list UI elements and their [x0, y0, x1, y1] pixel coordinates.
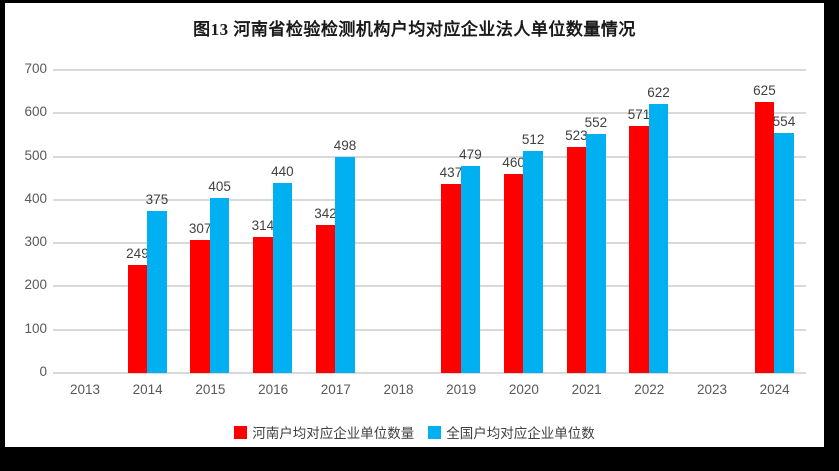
y-axis-tick-label: 200 — [24, 277, 47, 293]
grid-line — [53, 198, 806, 201]
x-axis-tick-label: 2024 — [759, 382, 790, 397]
bar-henan — [566, 146, 587, 373]
bar-value-label: 625 — [753, 83, 776, 99]
x-axis-tick-label: 2018 — [383, 382, 414, 397]
bar-national — [774, 133, 794, 373]
grid-line — [53, 372, 806, 374]
plot-area: 0 100 200 300 400 500 600 700 2013 2014 2015 2016 20… — [5, 3, 824, 447]
bar-value-label: 437 — [439, 164, 463, 180]
grid-line — [53, 242, 806, 245]
x-axis-tick-label: 2020 — [508, 382, 539, 397]
grid-line — [53, 112, 806, 115]
y-axis-tick-label: 100 — [24, 320, 47, 336]
legend-swatch-red-icon — [234, 425, 248, 439]
bar-value-label: 405 — [208, 178, 231, 194]
bar-value-label: 307 — [188, 221, 212, 237]
y-axis-tick-label: 300 — [24, 234, 47, 250]
grid-line — [53, 285, 806, 288]
bar-national — [523, 151, 543, 373]
x-axis-tick-label: 2021 — [571, 382, 602, 397]
bar-national — [586, 134, 606, 373]
chart-panel: 图13 河南省检验检测机构户均对应企业法人单位数量情况 0 100 200 300 40… — [5, 3, 824, 447]
x-axis-tick-label: 2013 — [69, 382, 101, 397]
x-axis-tick-label: 2017 — [320, 382, 351, 397]
bar-value-label: 622 — [647, 84, 670, 100]
y-axis-tick-label: 0 — [39, 364, 47, 379]
x-axis-tick-label: 2014 — [132, 382, 163, 397]
y-axis-tick-label: 400 — [24, 190, 47, 206]
bar-value-label: 552 — [584, 115, 608, 131]
grid-line — [53, 69, 806, 71]
bar-national — [648, 103, 669, 373]
bar-value-label: 498 — [333, 138, 357, 154]
chart-title: 图13 河南省检验检测机构户均对应企业法人单位数量情况 — [193, 20, 636, 39]
bar-value-label: 460 — [502, 154, 525, 170]
legend-label-henan: 河南户均对应企业单位数量 — [252, 426, 415, 441]
bar-national — [335, 157, 355, 373]
legend-label-national: 全国户均对应企业单位数 — [446, 426, 595, 441]
bar-henan — [503, 173, 524, 373]
bar-value-label: 479 — [459, 146, 482, 162]
bar-henan — [253, 237, 273, 373]
x-axis-tick-label: 2016 — [258, 382, 289, 397]
bar-national — [460, 165, 481, 373]
grid-line — [53, 155, 806, 158]
bar-henan — [127, 265, 148, 373]
bar-value-label: 440 — [271, 163, 294, 179]
y-axis-tick-label: 600 — [24, 104, 47, 120]
bar-value-label: 249 — [126, 246, 149, 262]
bar-value-label: 342 — [314, 205, 337, 221]
bar-value-label: 512 — [521, 132, 545, 148]
bar-national — [147, 210, 167, 373]
legend-swatch-blue-icon — [428, 425, 442, 439]
x-axis-tick-label: 2022 — [634, 382, 665, 397]
legend-item-national: 全国户均对应企业单位数 — [428, 422, 595, 442]
bar-value-label: 375 — [145, 191, 169, 207]
bar-value-label: 554 — [772, 114, 796, 130]
y-axis-tick-label: 500 — [24, 147, 47, 163]
bar-henan — [315, 224, 336, 373]
grid-line — [53, 328, 806, 331]
bar-henan — [441, 183, 461, 373]
bar-value-label: 314 — [251, 218, 275, 234]
x-axis-tick-label: 2019 — [446, 382, 477, 397]
y-axis-tick-label: 700 — [24, 61, 47, 76]
x-axis-tick-label: 2023 — [696, 382, 728, 397]
chart-legend: 河南户均对应企业单位数量 全国户均对应企业单位数 — [5, 422, 824, 442]
bar-henan — [754, 102, 775, 373]
x-axis-tick-label: 2015 — [195, 382, 226, 397]
bar-value-label: 523 — [565, 127, 588, 143]
bar-henan — [190, 240, 210, 373]
bar-value-label: 571 — [627, 106, 651, 122]
legend-item-henan: 河南户均对应企业单位数量 — [234, 422, 414, 442]
bar-national — [272, 182, 293, 373]
bar-national — [209, 197, 230, 373]
bar-henan — [629, 125, 649, 373]
